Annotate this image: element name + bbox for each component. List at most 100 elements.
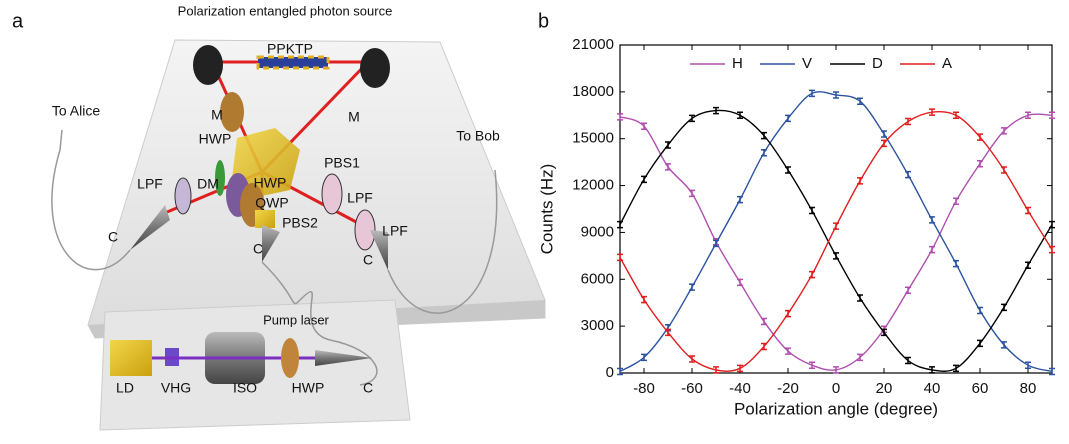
data-point — [617, 367, 623, 376]
component-label: HWP — [199, 131, 232, 147]
data-point — [1001, 303, 1007, 312]
panel-label: a — [12, 10, 24, 32]
data-point — [689, 114, 695, 123]
x-tick-label: 80 — [1020, 380, 1037, 397]
data-point — [833, 252, 839, 260]
data-point — [881, 130, 887, 138]
data-point — [737, 195, 743, 204]
component-label: LPF — [347, 190, 373, 206]
y-tick-label: 21000 — [572, 36, 614, 53]
data-point — [881, 328, 887, 337]
data-point — [737, 364, 743, 373]
data-point — [905, 356, 911, 365]
y-tick-label: 12000 — [572, 177, 614, 194]
data-point — [905, 170, 911, 179]
data-point — [665, 141, 671, 149]
data-point — [857, 353, 863, 362]
component-label: LPF — [382, 223, 408, 239]
data-point — [785, 309, 791, 318]
data-point — [1049, 367, 1055, 376]
data-point — [665, 163, 671, 171]
legend-label: A — [942, 55, 952, 72]
data-point — [833, 91, 839, 99]
data-point — [737, 111, 743, 120]
y-tick-label: 9000 — [581, 223, 614, 240]
pbs1 — [232, 128, 300, 198]
component-label: M — [348, 109, 360, 125]
data-point — [1025, 261, 1031, 269]
component-label: DM — [197, 176, 219, 192]
y-axis-label: Counts (Hz) — [537, 164, 556, 255]
component-label: ISO — [233, 380, 257, 396]
lpf — [174, 177, 192, 215]
data-point — [1001, 166, 1007, 174]
fiber — [51, 129, 498, 386]
coupler — [370, 230, 388, 270]
x-tick-label: -40 — [729, 380, 751, 397]
data-point — [809, 89, 815, 98]
data-point — [977, 339, 983, 348]
component-label: To Bob — [456, 128, 500, 144]
data-point — [1001, 127, 1007, 135]
data-point — [1025, 206, 1031, 215]
series-line — [619, 91, 1053, 373]
component-label: C — [253, 241, 263, 257]
component-label: M — [211, 107, 223, 123]
x-axis-label: Polarization angle (degree) — [734, 399, 938, 418]
legend-label: H — [732, 55, 743, 72]
lpf — [321, 173, 343, 215]
component-label: HWP — [292, 380, 325, 396]
coupler — [262, 225, 280, 262]
data-point — [857, 177, 863, 185]
data-point — [689, 283, 695, 291]
data-point — [641, 122, 647, 130]
data-point — [833, 222, 839, 230]
data-point — [617, 113, 623, 121]
data-point — [785, 347, 791, 355]
component-label: C — [363, 252, 373, 268]
component-label: LPF — [137, 176, 163, 192]
data-point — [689, 189, 695, 198]
y-tick-label: 6000 — [581, 270, 614, 287]
data-point — [953, 364, 959, 373]
lpf — [354, 209, 376, 251]
data-point — [953, 259, 959, 268]
data-point — [761, 317, 767, 326]
data-point — [641, 353, 647, 362]
x-tick-label: 0 — [832, 380, 840, 397]
data-point — [1025, 361, 1031, 369]
component-label: C — [108, 229, 118, 245]
data-point — [953, 111, 959, 120]
component-label: VHG — [161, 380, 191, 396]
x-tick-label: 60 — [972, 380, 989, 397]
data-point — [1025, 111, 1031, 120]
series-line — [619, 109, 1053, 372]
data-point — [809, 270, 815, 279]
data-point — [1001, 341, 1007, 349]
data-point — [1049, 111, 1055, 120]
component-label: C — [363, 380, 373, 396]
y-tick-label: 3000 — [581, 317, 614, 334]
y-tick-label: 18000 — [572, 83, 614, 100]
diagram-title: Polarization entangled photon source — [178, 3, 393, 18]
x-tick-label: -60 — [681, 380, 703, 397]
coupler — [315, 350, 372, 366]
series-line — [619, 110, 1053, 372]
x-tick-label: 40 — [924, 380, 941, 397]
coupler — [130, 205, 170, 250]
component-label: PBS2 — [282, 215, 318, 231]
data-point — [809, 361, 815, 369]
y-tick-label: 0 — [606, 364, 614, 381]
data-point — [761, 342, 767, 351]
component-label: PBS1 — [324, 155, 360, 171]
data-point — [761, 131, 767, 140]
data-point — [737, 278, 743, 287]
data-point — [665, 328, 671, 337]
data-point — [929, 366, 935, 374]
data-point — [689, 355, 695, 363]
x-tick-label: -20 — [777, 380, 799, 397]
legend-label: V — [802, 55, 812, 72]
x-tick-label: -80 — [633, 380, 655, 397]
data-point — [857, 97, 863, 105]
